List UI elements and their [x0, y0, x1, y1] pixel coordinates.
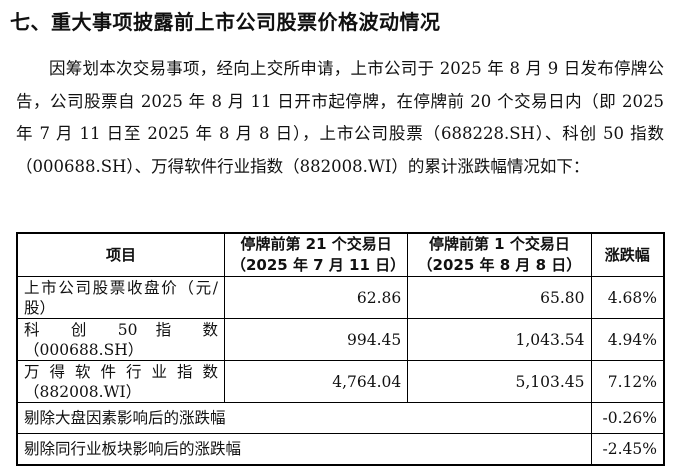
row-before: 994.45 — [223, 318, 409, 361]
row-item: 科 创 50 指 数（000688.SH） — [16, 318, 225, 361]
adjusted-item: 剔除同行业板块影响后的涨跌幅 — [16, 433, 592, 466]
adjusted-item: 剔除大盘因素影响后的涨跌幅 — [16, 402, 592, 434]
table-row: 万 得 软 件 行 业 指 数（882008.WI） 4,764.04 5,10… — [16, 360, 665, 403]
table-row-adjusted: 剔除同行业板块影响后的涨跌幅 -2.45% — [16, 433, 665, 466]
table-row: 科 创 50 指 数（000688.SH） 994.45 1,043.54 4.… — [16, 318, 665, 361]
table-row: 上市公司股票收盘价（元/股） 62.86 65.80 4.68% — [16, 276, 665, 319]
row-after: 1,043.54 — [407, 318, 592, 361]
section-heading: 七、重大事项披露前上市公司股票价格波动情况 — [10, 10, 441, 34]
table-header-row: 项目 停牌前第 21 个交易日（2025 年 7 月 11 日） 停牌前第 1 … — [16, 232, 665, 277]
row-before: 4,764.04 — [223, 360, 409, 403]
row-before: 62.86 — [223, 276, 409, 319]
price-change-table: 项目 停牌前第 21 个交易日（2025 年 7 月 11 日） 停牌前第 1 … — [16, 232, 665, 466]
header-change: 涨跌幅 — [590, 232, 665, 277]
header-after: 停牌前第 1 个交易日（2025 年 8 月 8 日） — [407, 232, 592, 277]
row-item: 上市公司股票收盘价（元/股） — [16, 276, 225, 319]
row-after: 65.80 — [407, 276, 592, 319]
row-change: 4.68% — [590, 276, 665, 319]
header-before: 停牌前第 21 个交易日（2025 年 7 月 11 日） — [223, 232, 409, 277]
adjusted-change: -0.26% — [590, 402, 665, 434]
header-item: 项目 — [16, 232, 225, 277]
row-after: 5,103.45 — [407, 360, 592, 403]
table-row-adjusted: 剔除大盘因素影响后的涨跌幅 -0.26% — [16, 402, 665, 434]
row-change: 7.12% — [590, 360, 665, 403]
row-change: 4.94% — [590, 318, 665, 361]
adjusted-change: -2.45% — [590, 433, 665, 466]
row-item: 万 得 软 件 行 业 指 数（882008.WI） — [16, 360, 225, 403]
body-paragraph: 因筹划本次交易事项，经向上交所申请，上市公司于 2025 年 8 月 9 日发布… — [16, 59, 664, 176]
